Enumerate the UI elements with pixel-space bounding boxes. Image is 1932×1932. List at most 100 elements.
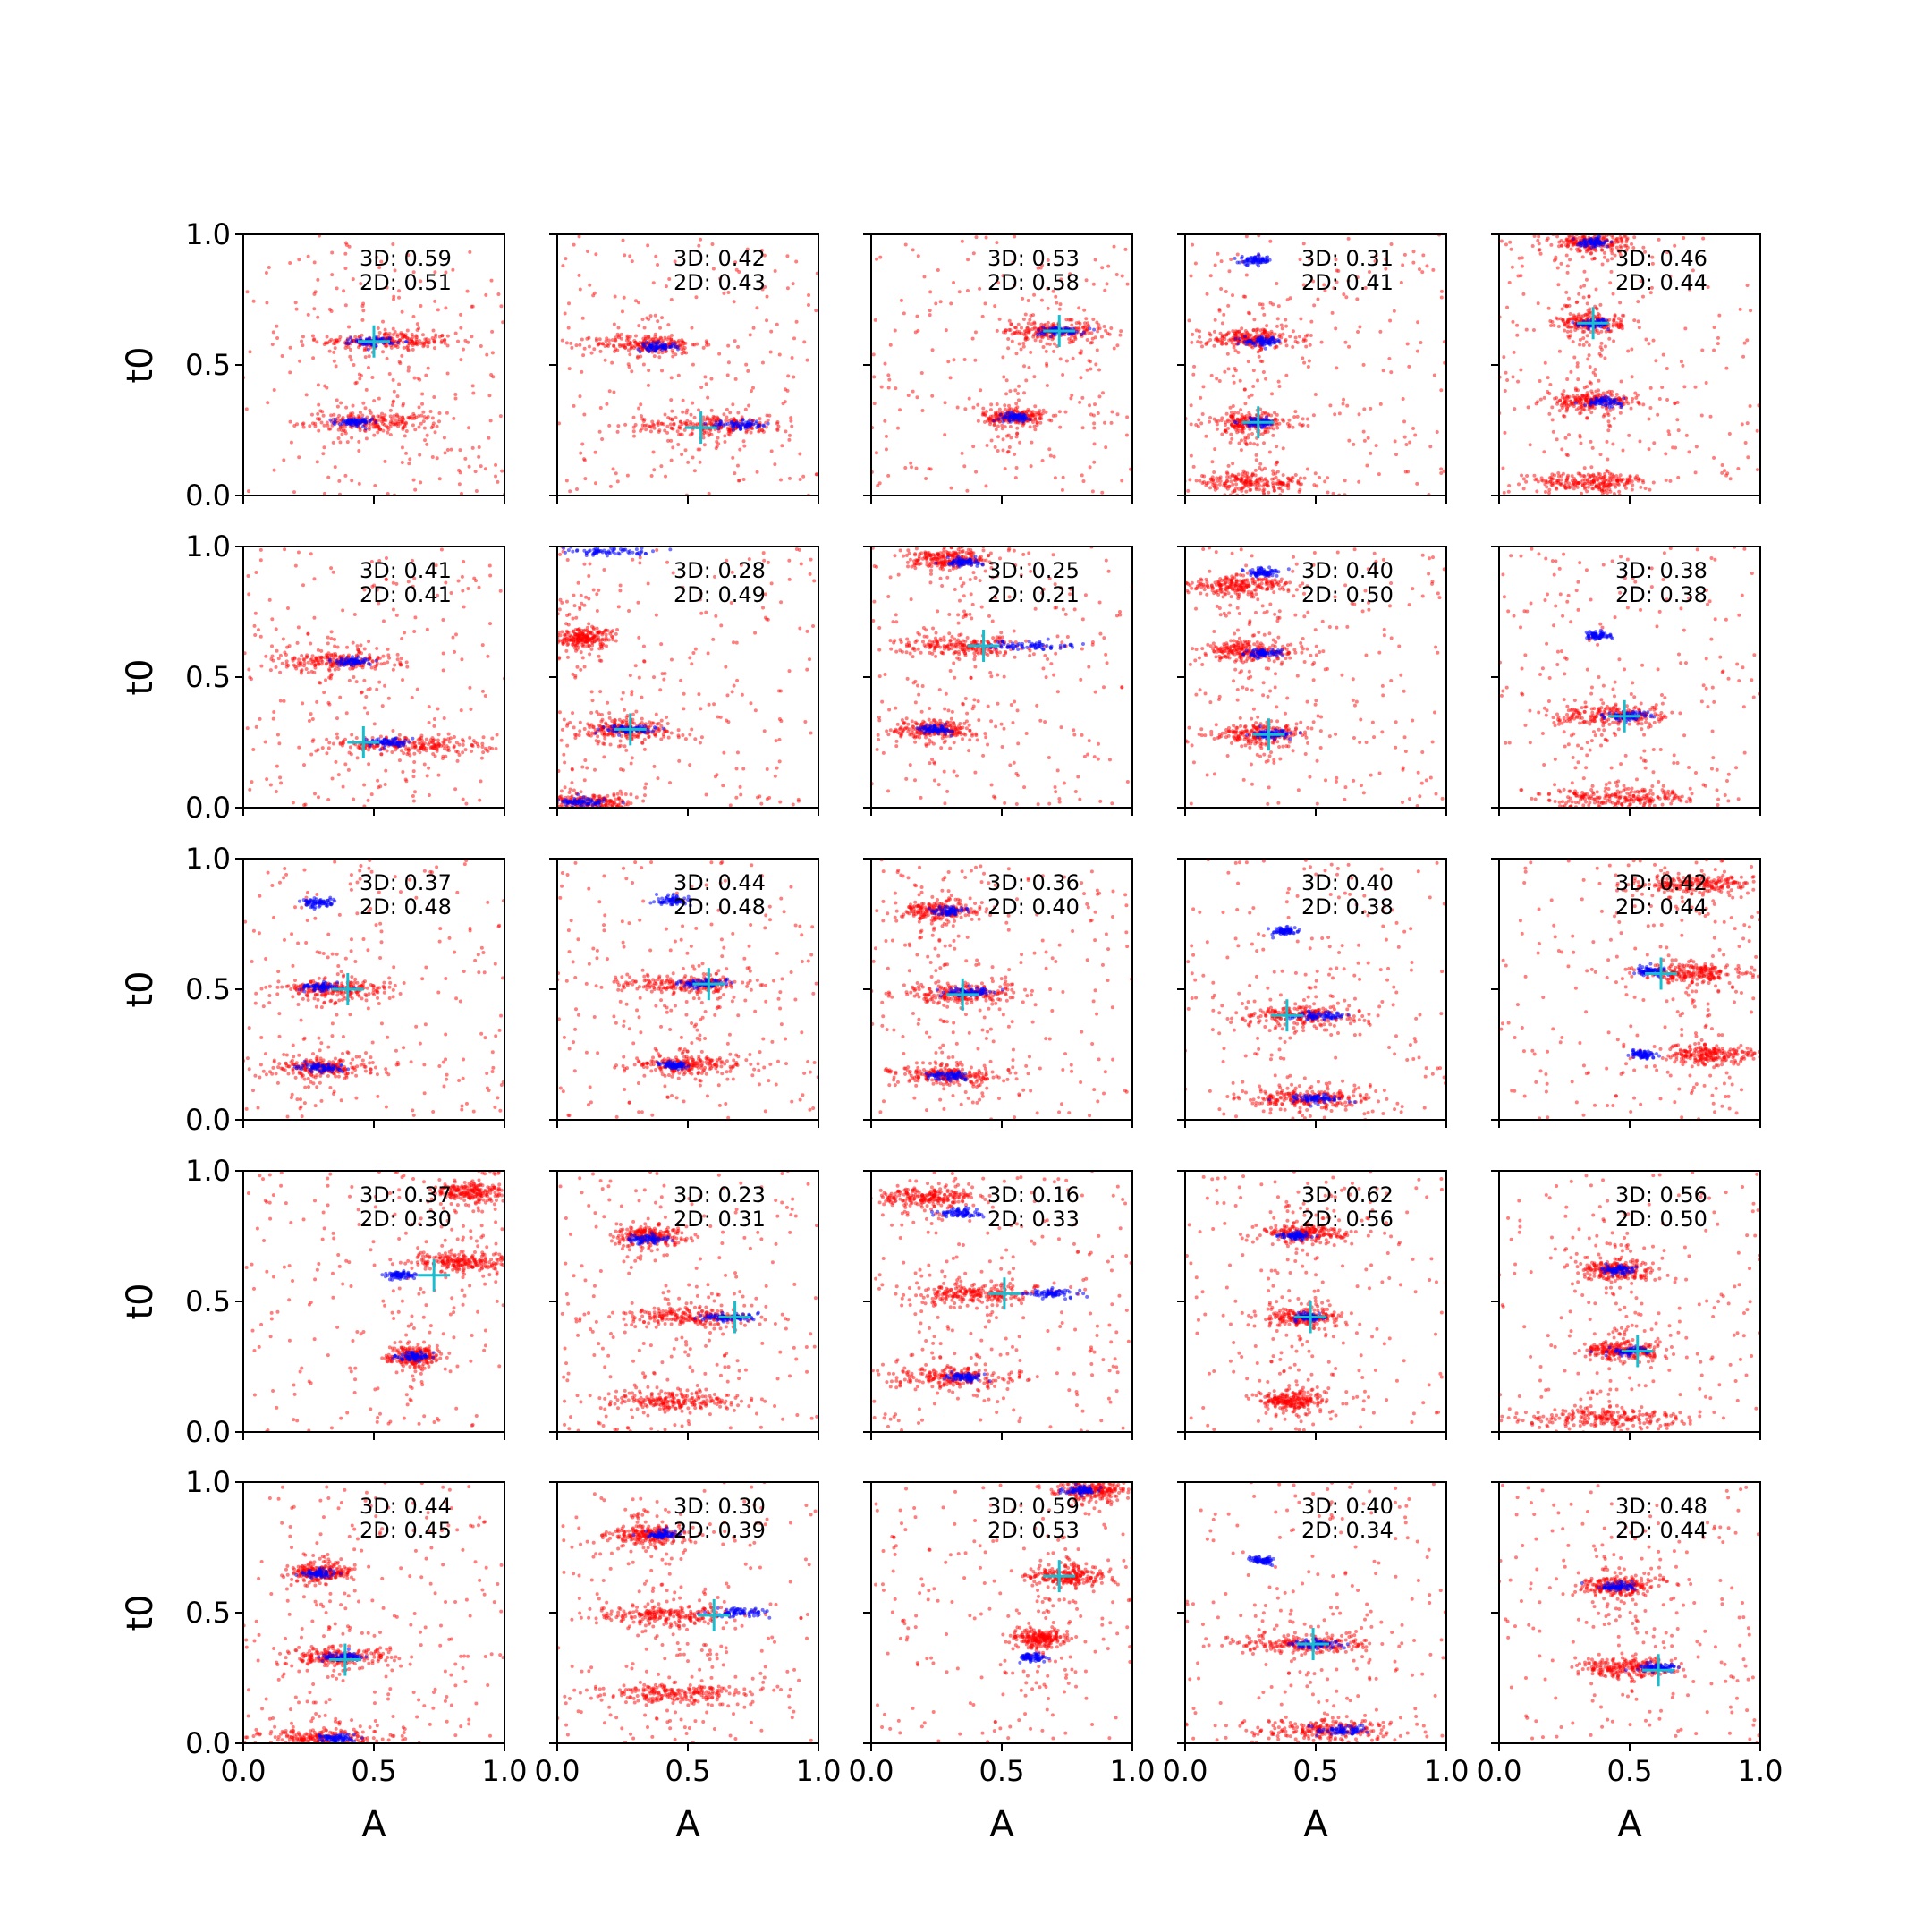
point-3d — [1331, 491, 1335, 496]
point-3d — [1233, 349, 1238, 353]
point-3d — [1516, 482, 1521, 487]
point-3d — [613, 349, 617, 353]
point-3d — [1288, 296, 1292, 301]
point-3d — [1502, 355, 1506, 360]
point-2d — [645, 347, 649, 352]
point-3d — [1077, 326, 1081, 330]
point-3d — [458, 470, 462, 475]
point-3d — [589, 351, 594, 355]
point-3d — [1578, 433, 1582, 437]
point-3d — [963, 407, 968, 411]
point-3d — [997, 317, 1002, 321]
point-2d — [1241, 259, 1245, 264]
point-2d — [1250, 423, 1254, 428]
point-3d — [424, 340, 428, 344]
point-3d — [1007, 318, 1012, 323]
point-3d — [1597, 476, 1602, 480]
point-3d — [1120, 479, 1124, 483]
point-3d — [381, 418, 386, 422]
point-2d — [998, 412, 1003, 417]
point-3d — [1170, 486, 1174, 489]
point-3d — [352, 363, 356, 368]
point-3d — [656, 319, 660, 324]
point-3d — [1657, 237, 1661, 242]
point-3d — [1248, 487, 1252, 492]
point-3d — [1738, 307, 1742, 311]
point-3d — [1566, 484, 1571, 488]
point-3d — [1641, 480, 1646, 485]
point-3d — [408, 457, 412, 462]
point-2d — [1589, 245, 1594, 250]
point-3d — [701, 345, 706, 350]
point-3d — [1228, 440, 1233, 445]
point-3d — [726, 428, 731, 432]
point-3d — [343, 251, 348, 256]
point-3d — [1305, 333, 1309, 337]
point-3d — [712, 418, 716, 422]
point-3d — [1569, 329, 1573, 334]
point-3d — [678, 343, 682, 347]
point-3d — [1087, 324, 1091, 328]
point-3d — [1614, 245, 1619, 250]
point-3d — [920, 408, 925, 412]
point-3d — [335, 404, 340, 409]
point-3d — [1093, 335, 1097, 340]
point-3d — [732, 300, 736, 304]
point-3d — [1582, 228, 1586, 232]
point-3d — [1549, 323, 1554, 327]
point-3d — [1577, 292, 1581, 296]
point-3d — [380, 411, 385, 416]
point-3d — [1576, 388, 1580, 393]
point-3d — [1232, 380, 1236, 385]
point-3d — [1651, 480, 1656, 485]
point-3d — [1101, 391, 1106, 395]
point-3d — [1712, 348, 1716, 352]
point-3d — [1661, 352, 1665, 357]
point-3d — [400, 309, 404, 314]
point-3d — [315, 460, 319, 464]
point-3d — [331, 440, 335, 445]
point-3d — [1328, 403, 1333, 408]
point-3d — [789, 416, 793, 420]
point-3d — [1225, 352, 1230, 356]
point-3d — [1690, 268, 1695, 273]
point-3d — [371, 425, 376, 429]
point-3d — [1557, 212, 1561, 216]
point-3d — [451, 267, 455, 272]
point-3d — [292, 423, 297, 428]
point-2d — [1001, 419, 1005, 424]
point-3d — [1357, 412, 1361, 417]
point-3d — [733, 471, 737, 476]
point-3d — [1109, 326, 1114, 331]
point-3d — [1633, 391, 1638, 395]
point-3d — [1585, 489, 1589, 494]
point-3d — [1562, 389, 1566, 394]
point-3d — [1415, 349, 1419, 353]
point-3d — [1287, 478, 1292, 482]
point-3d — [1001, 274, 1005, 278]
point-2d — [1037, 328, 1041, 333]
point-3d — [1524, 327, 1529, 332]
point-3d — [775, 428, 780, 432]
point-3d — [1365, 463, 1369, 468]
point-3d — [435, 424, 439, 428]
point-3d — [1313, 392, 1318, 396]
point-3d — [1061, 372, 1065, 377]
point-3d — [1630, 479, 1634, 484]
point-3d — [376, 326, 380, 330]
point-3d — [471, 391, 476, 395]
point-3d — [610, 338, 614, 343]
point-3d — [1041, 345, 1046, 350]
point-3d — [1277, 385, 1282, 389]
point-3d — [1077, 306, 1081, 310]
point-3d — [403, 335, 408, 339]
point-3d — [585, 336, 589, 341]
point-3d — [461, 347, 465, 352]
point-3d — [1611, 482, 1615, 487]
point-3d — [457, 482, 462, 487]
point-3d — [1569, 223, 1572, 226]
point-3d — [1070, 323, 1074, 327]
point-3d — [1510, 265, 1514, 269]
point-3d — [479, 344, 483, 349]
point-3d — [1229, 411, 1233, 415]
